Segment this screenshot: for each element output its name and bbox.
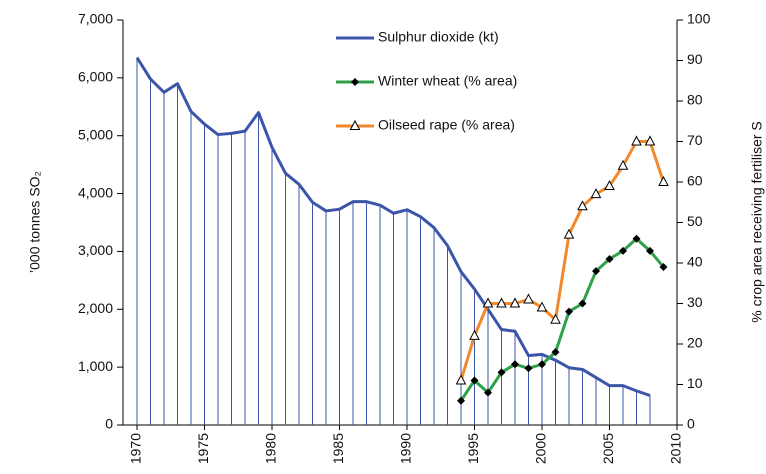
y2-tick-label: 60 <box>687 173 703 189</box>
marker <box>524 364 533 373</box>
marker <box>632 234 641 243</box>
y2-tick-label: 20 <box>687 335 703 351</box>
marker <box>605 254 614 263</box>
y2-tick-label: 10 <box>687 375 703 391</box>
x-tick-label: 2000 <box>533 433 549 464</box>
marker <box>619 246 627 255</box>
series-line <box>459 140 665 381</box>
y-tick-label: 6,000 <box>78 69 113 85</box>
x-tick-label: 1970 <box>128 433 144 464</box>
x-tick-label: 2005 <box>600 433 616 464</box>
series-line <box>459 237 665 402</box>
legend-label: Winter wheat (% area) <box>378 73 517 89</box>
marker <box>482 297 494 308</box>
x-tick-label: 1995 <box>465 433 481 464</box>
legend-label: Oilseed rape (% area) <box>378 117 515 133</box>
y2-tick-label: 80 <box>687 92 703 108</box>
marker <box>658 175 669 186</box>
marker <box>659 263 668 272</box>
legend-label: Sulphur dioxide (kt) <box>378 29 499 45</box>
y2-tick-label: 30 <box>687 294 703 310</box>
marker <box>523 293 534 304</box>
marker <box>538 360 546 369</box>
marker <box>470 376 479 385</box>
marker <box>578 299 587 308</box>
series-line <box>135 56 651 397</box>
y-tick-label: 0 <box>105 416 113 432</box>
y2-tick-label: 90 <box>687 51 703 67</box>
y-tick-label: 2,000 <box>78 300 113 316</box>
marker <box>496 297 507 308</box>
marker <box>469 329 480 340</box>
x-tick-label: 2010 <box>668 433 684 464</box>
marker <box>631 135 642 146</box>
marker <box>644 135 656 146</box>
marker <box>484 388 492 397</box>
y-axis-label: ’000 tonnes SO₂ <box>27 171 43 273</box>
y-tick-label: 1,000 <box>78 358 113 374</box>
y2-axis-label: % crop area receiving fertiliser S <box>749 121 765 323</box>
marker <box>497 368 506 377</box>
marker <box>604 179 615 191</box>
y2-tick-label: 40 <box>687 254 703 270</box>
marker <box>590 188 602 199</box>
y-tick-label: 7,000 <box>78 11 113 27</box>
marker <box>551 348 560 357</box>
y-tick-label: 4,000 <box>78 184 113 200</box>
legend-marker <box>351 78 359 86</box>
y-tick-label: 5,000 <box>78 126 113 142</box>
y2-tick-label: 0 <box>687 416 695 432</box>
marker <box>455 374 467 385</box>
marker <box>550 313 561 324</box>
marker <box>563 228 575 239</box>
marker <box>457 396 465 405</box>
marker <box>592 267 600 276</box>
marker <box>509 297 521 308</box>
marker <box>511 360 519 369</box>
legend-marker <box>349 119 361 130</box>
y-tick-label: 3,000 <box>78 242 113 258</box>
x-tick-label: 1990 <box>398 433 414 464</box>
marker <box>617 159 629 170</box>
marker <box>577 200 588 211</box>
x-tick-label: 1985 <box>330 433 346 464</box>
y2-tick-label: 70 <box>687 132 703 148</box>
marker <box>646 246 654 255</box>
x-tick-label: 1975 <box>195 433 211 464</box>
y2-tick-label: 100 <box>687 11 711 27</box>
marker <box>536 301 548 312</box>
marker <box>565 307 573 316</box>
x-tick-label: 1980 <box>263 433 279 464</box>
y2-tick-label: 50 <box>687 213 703 229</box>
